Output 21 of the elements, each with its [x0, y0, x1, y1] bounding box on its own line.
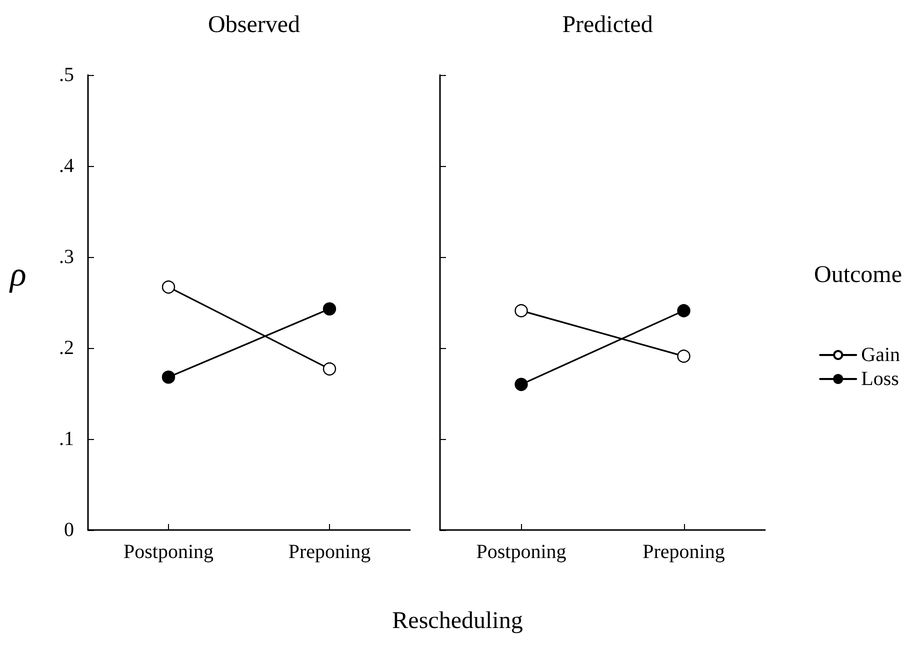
point: [162, 370, 176, 384]
y-tick-label: .2: [59, 337, 74, 359]
chart-title: Observed: [208, 12, 300, 38]
x-tick-label: Preponing: [288, 541, 371, 563]
y-tick-label: .3: [59, 246, 74, 268]
legend-label: Loss: [861, 368, 900, 390]
legend-title: Outcome: [814, 262, 902, 288]
point: [322, 302, 336, 316]
legend-label: Gain: [861, 344, 900, 366]
x-tick-label: Postponing: [476, 541, 566, 563]
point: [162, 280, 176, 294]
y-tick-label: 0: [64, 519, 74, 541]
chart-title: Predicted: [562, 12, 653, 38]
x-tick-label: Preponing: [642, 541, 725, 563]
x-axis-title: Rescheduling: [391, 608, 524, 635]
y-tick-label: .5: [59, 64, 74, 86]
point: [322, 362, 336, 376]
y-tick-label: .1: [59, 428, 74, 450]
y-axis-title: ρ: [9, 256, 26, 294]
y-tick-label: .4: [59, 155, 74, 177]
x-tick-label: Postponing: [123, 541, 214, 563]
